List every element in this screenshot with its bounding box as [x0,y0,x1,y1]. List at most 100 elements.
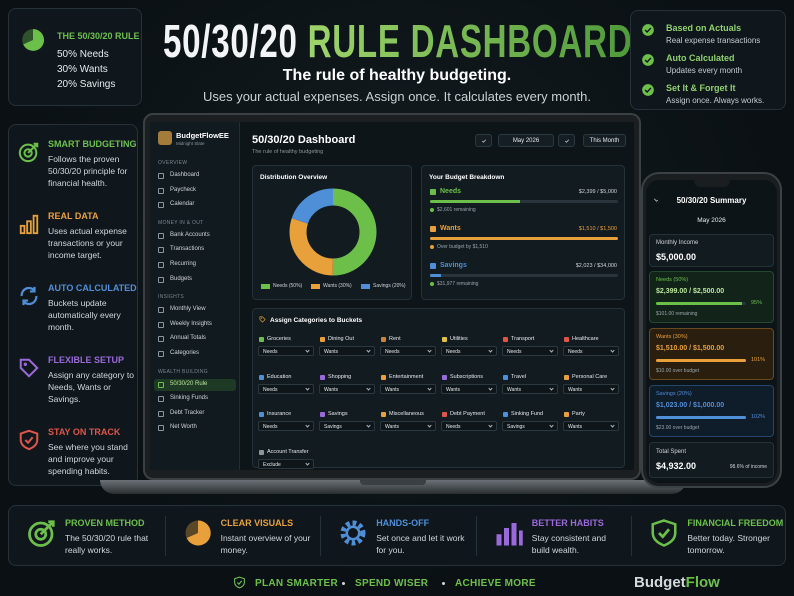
bucket-note: $31,977 remaining [437,281,479,287]
sidebar-label[interactable]: Calendar [170,201,195,208]
icon-shape [39,520,55,536]
dropdown-value[interactable]: Wants [507,386,521,393]
next-button[interactable] [558,134,575,147]
feature-text: See where you stand and improve your spe… [48,442,128,476]
sidebar-label[interactable]: Bank Accounts [170,231,210,238]
sidebar-label[interactable]: Dashboard [170,172,200,178]
sidebar-label[interactable]: Budgets [170,275,193,282]
bucket-dropdown[interactable]: Savings [319,421,375,431]
check-text: Updates every month [666,66,743,75]
dropdown-caret [305,460,310,466]
sidebar-item[interactable]: Debt Tracker [154,408,236,420]
bucket-dropdown[interactable]: Needs [563,346,619,356]
bucket-dropdown[interactable]: Wants [563,421,619,431]
bucket-dropdown[interactable]: Exclude [258,458,314,469]
bucket-dropdown[interactable]: Wants [380,421,436,431]
dropdown-value[interactable]: Needs [507,349,522,355]
bucket-dropdown[interactable]: Needs [258,421,314,431]
bucket-dropdown[interactable]: Needs [502,346,558,356]
month-select[interactable]: May 2026 [498,134,554,147]
bottom-bar: PROVEN METHOD The 50/30/20 rule that real… [8,505,786,566]
icon-shape [345,525,361,541]
sidebar-item[interactable]: Categories [154,348,236,360]
dropdown-value[interactable]: Wants [446,386,460,393]
sidebar-label[interactable]: Transactions [170,246,205,253]
icon-shape [503,528,509,546]
icon-shape [234,576,245,589]
icon-check [642,54,654,66]
dropdown-value[interactable]: Wants [324,386,338,393]
dropdown-value[interactable]: Exclude [263,461,281,468]
sidebar-label[interactable]: 50/30/20 Rule [170,380,208,387]
dropdown-value[interactable]: Savings [507,424,525,430]
bucket-note: $23.00 over budget [656,425,700,431]
dropdown-value[interactable]: Needs [263,386,278,393]
bucket-dropdown[interactable]: Needs [380,346,436,356]
sidebar-item[interactable]: Recurring [154,259,236,271]
dropdown-value[interactable]: Wants [324,349,338,355]
dropdown-value[interactable]: Needs [446,424,461,430]
dropdown-value[interactable]: Wants [385,386,399,393]
dropdown-value[interactable]: Wants [385,424,399,430]
dropdown-value[interactable]: Needs [385,349,400,355]
bucket-dropdown[interactable]: Wants [380,383,436,394]
bucket-dropdown[interactable]: Needs [441,421,497,431]
sidebar-item-active[interactable]: 50/30/20 Rule [154,378,236,391]
dropdown-value[interactable]: Needs [446,349,461,355]
sidebar-label[interactable]: Recurring [170,261,197,267]
bucket-dropdown[interactable]: Needs [441,346,497,356]
icon-pie [22,29,45,51]
sidebar-label[interactable]: Debt Tracker [170,409,205,416]
benefit-title: PROVEN METHOD [65,518,145,528]
sidebar-item[interactable]: Monthly View [154,304,236,316]
sidebar-item[interactable]: Net Worth [154,422,236,434]
dropdown-value[interactable]: Savings [324,424,342,430]
dropdown-caret [610,423,615,428]
bucket-dropdown[interactable]: Savings [502,421,558,431]
sidebar-label[interactable]: Net Worth [170,424,197,431]
prev-button[interactable] [475,134,492,147]
feature-title: FLEXIBLE SETUP [48,355,125,365]
sidebar-item[interactable]: Calendar [154,199,236,211]
bucket-dropdown[interactable]: Wants [319,383,375,394]
bucket-dropdown[interactable]: Needs [258,346,314,356]
sidebar-item[interactable]: Annual Totals [154,333,236,345]
sidebar-item[interactable]: Sinking Funds [154,393,236,405]
this-month-button[interactable]: This Month [583,134,626,147]
benefit-title: CLEAR VISUALS [220,518,294,528]
dropdown-value[interactable]: Wants [568,386,582,393]
sidebar-label[interactable]: Weekly Insights [170,320,212,327]
bucket-dropdown[interactable]: Wants [563,383,619,394]
bucket-dropdown[interactable]: Needs [258,383,314,394]
icon-shape [28,521,54,547]
icon-shape [496,534,502,546]
sidebar-item[interactable]: Bank Accounts [154,230,236,242]
sidebar-label[interactable]: Categories [170,350,200,356]
bucket-dropdown[interactable]: Wants [319,346,375,356]
month-label[interactable]: May 2026 [512,138,540,144]
sidebar-label[interactable]: Monthly View [170,306,206,313]
dropdown-value[interactable]: Needs [263,349,278,355]
icon-bars [19,214,39,235]
rule-line: 20% Savings [57,79,116,90]
dropdown-caret [305,423,310,428]
dropdown-value[interactable]: Needs [263,424,278,430]
bucket-dropdown[interactable]: Wants [502,383,558,394]
category-icon [259,337,264,342]
sidebar-item[interactable]: Weekly Insights [154,319,236,331]
rule-line: 50% Needs [57,49,109,60]
sidebar-item[interactable]: Transactions [154,244,236,256]
sidebar-label[interactable]: Paycheck [170,186,197,193]
check-text: Real expense transactions [666,36,761,45]
this-month-label[interactable]: This Month [589,138,620,144]
sidebar-label[interactable]: Sinking Funds [170,395,209,402]
bucket-dropdown[interactable]: Wants [441,383,497,394]
dropdown-value[interactable]: Wants [568,424,582,430]
dropdown-value[interactable]: Needs [568,349,583,355]
sidebar-item[interactable]: Budgets [154,274,236,286]
category-icon [564,337,569,342]
sidebar-label[interactable]: Annual Totals [170,335,206,342]
sidebar-item[interactable]: Dashboard [154,170,236,182]
icon-shape [642,54,654,66]
sidebar-item[interactable]: Paycheck [154,185,236,197]
